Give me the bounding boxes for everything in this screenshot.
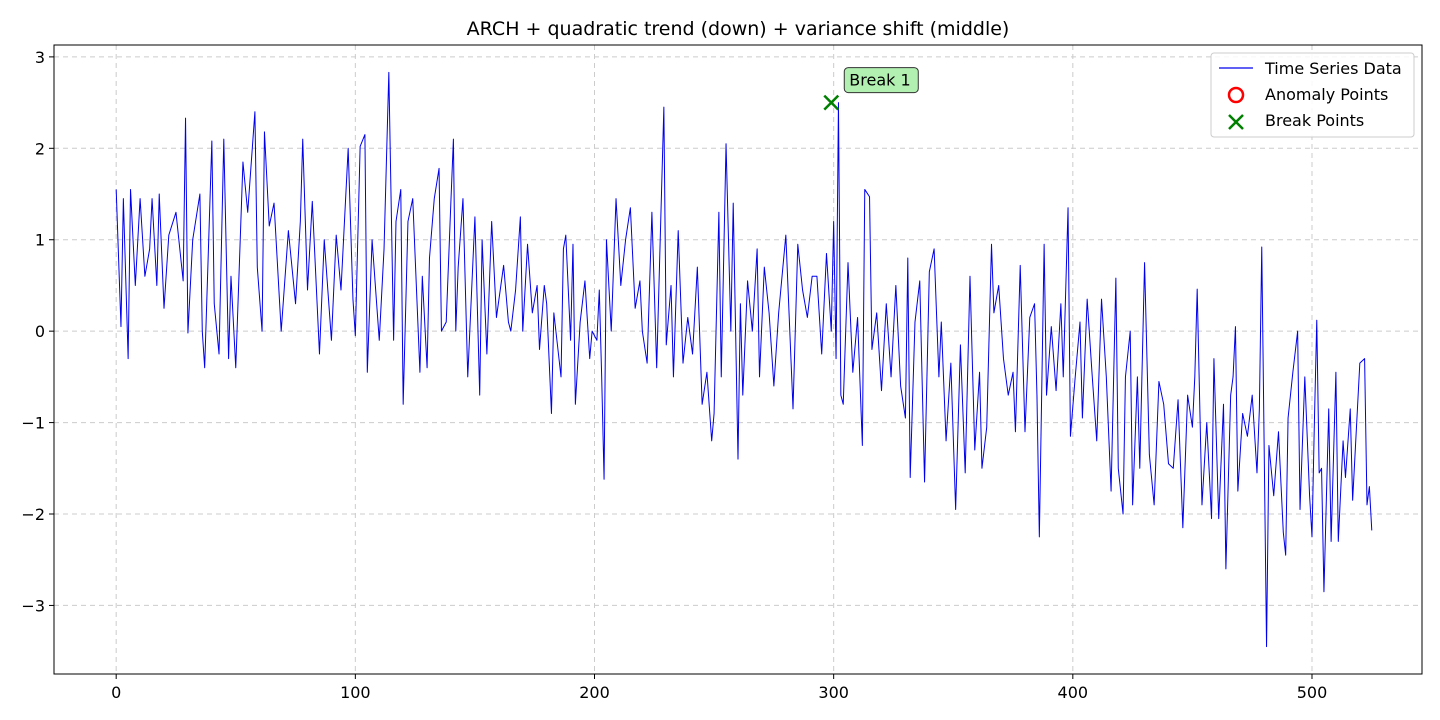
- y-tick-label: 0: [35, 322, 45, 341]
- axis-ticks: 0 100 200 300 400 500 −3 −2 −1 0 1 2 3: [21, 48, 1327, 702]
- x-tick-label: 100: [340, 683, 371, 702]
- x-tick-label: 400: [1058, 683, 1089, 702]
- legend-anomaly-marker: [1227, 86, 1245, 104]
- series-line: [115, 71, 1373, 648]
- grid-lines: [54, 45, 1422, 674]
- break-annotation-label: Break 1: [849, 71, 910, 90]
- y-tick-label: 2: [35, 139, 45, 158]
- x-tick-label: 0: [111, 683, 121, 702]
- y-tick-label: 3: [35, 48, 45, 67]
- legend-entry-break: Break Points: [1265, 111, 1364, 130]
- break-annotation-box: [843, 67, 919, 94]
- break-annotation: Break 1: [843, 67, 919, 94]
- legend: Time Series Data Anomaly Points Break Po…: [1210, 52, 1415, 138]
- break-markers: Break 1: [823, 67, 919, 111]
- legend-entry-series: Time Series Data: [1264, 59, 1402, 78]
- y-tick-label: 1: [35, 231, 45, 250]
- x-tick-label: 500: [1297, 683, 1328, 702]
- chart-title: ARCH + quadratic trend (down) + variance…: [467, 18, 1010, 40]
- y-tick-label: −2: [21, 505, 45, 524]
- legend-break-marker: [1228, 114, 1244, 130]
- x-tick-label: 300: [818, 683, 849, 702]
- break-point-marker: [823, 94, 840, 111]
- series-layer: [115, 71, 1373, 648]
- plot-frame: [53, 44, 1423, 675]
- legend-entry-anomaly: Anomaly Points: [1265, 85, 1388, 104]
- y-tick-label: −3: [21, 596, 45, 615]
- legend-frame: [1210, 52, 1415, 138]
- x-tick-label: 200: [579, 683, 610, 702]
- y-tick-label: −1: [21, 414, 45, 433]
